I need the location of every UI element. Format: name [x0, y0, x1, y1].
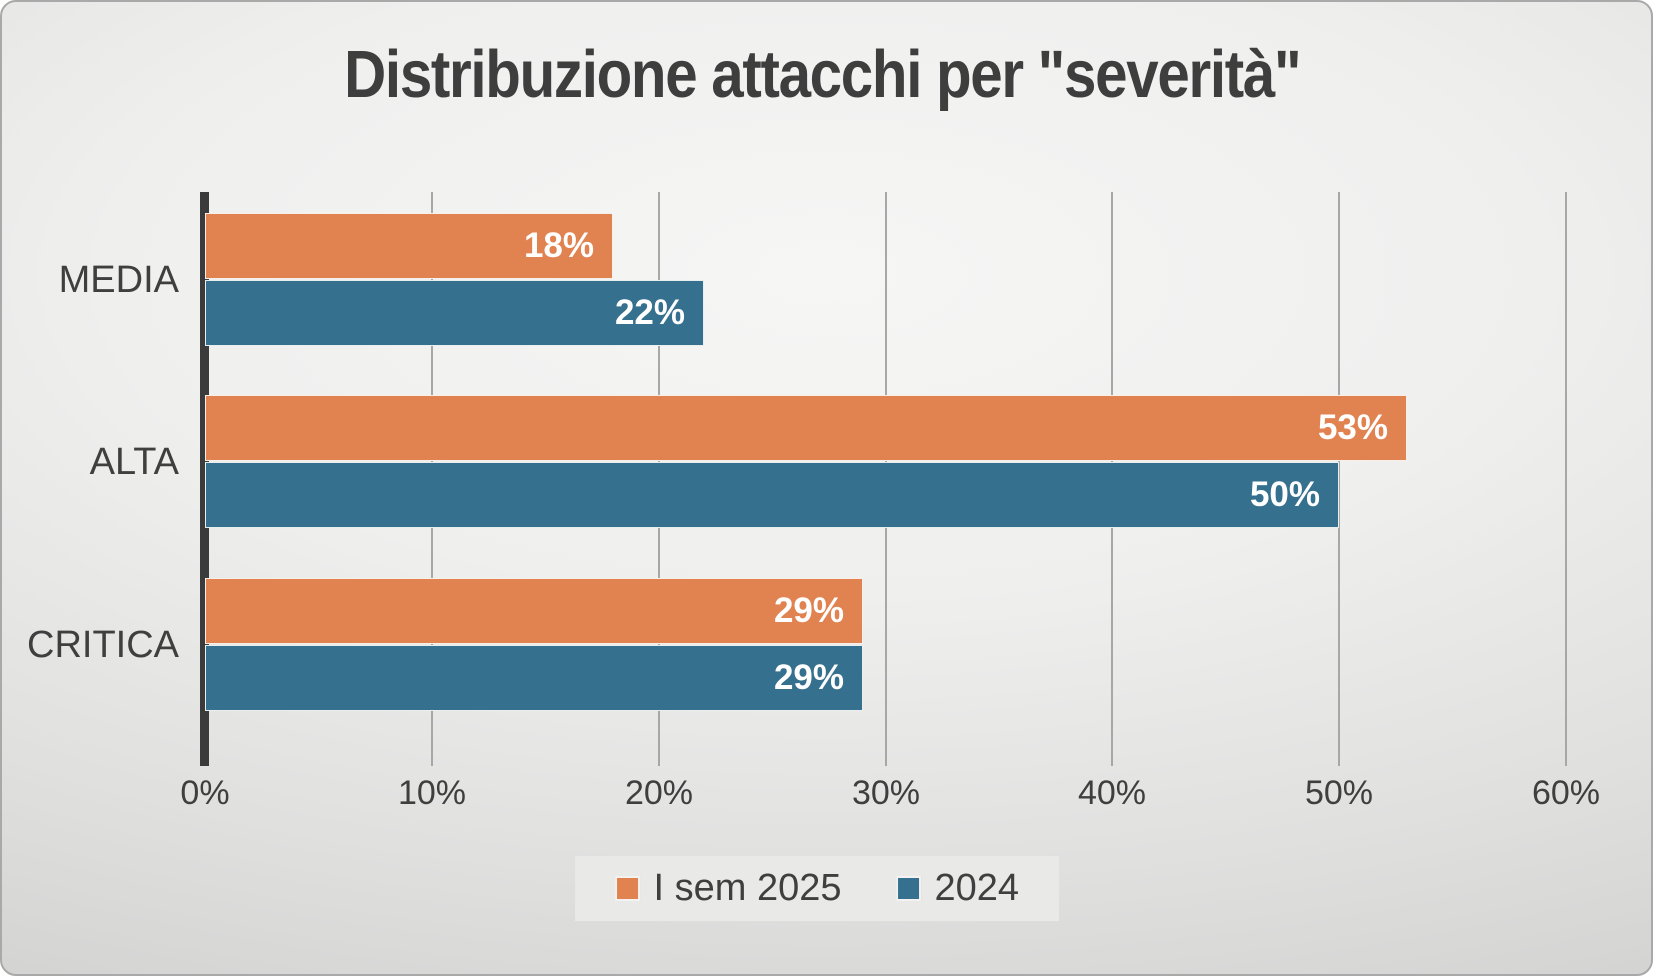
legend-item-sem2025: I sem 2025 [614, 867, 842, 910]
bar-media-2024: 22% [205, 280, 704, 346]
gridline [1338, 192, 1340, 766]
bar-value-label: 22% [614, 293, 685, 332]
x-axis-tick-label: 30% [851, 774, 921, 812]
x-axis-tick-label: 60% [1531, 774, 1601, 812]
category-label: ALTA [89, 441, 179, 484]
bar-value-label: 18% [523, 226, 594, 265]
legend-label: 2024 [934, 867, 1020, 909]
legend-label: I sem 2025 [653, 867, 842, 909]
bar-alta-2024: 50% [205, 462, 1339, 529]
chart-title: Distribuzione attacchi per "severità" [344, 37, 1301, 112]
x-axis-tick-label: 50% [1304, 774, 1374, 812]
legend-marker-sem2025 [614, 876, 640, 901]
x-axis-tick-label: 20% [624, 774, 694, 812]
legend-marker-2024 [895, 876, 921, 901]
x-axis-tick-label: 0% [180, 774, 230, 812]
bar-value-label: 29% [773, 590, 844, 630]
x-axis-tick-label: 40% [1077, 774, 1147, 812]
category-label: CRITICA [27, 623, 179, 666]
category-label: MEDIA [58, 259, 179, 301]
plot-area: 0% 10% 20% 30% 40% 50% 60% MEDIA 18% 22% ALTA 53% 50… [27, 192, 1600, 812]
bar-value-label: 53% [1317, 408, 1388, 448]
bar-critica-2024: 29% [205, 644, 863, 711]
bar-alta-sem2025: 53% [205, 395, 1407, 462]
bar-critica-sem2025: 29% [205, 577, 863, 644]
x-axis-tick-label: 10% [397, 774, 467, 812]
gridline [1565, 192, 1567, 766]
bar-value-label: 29% [773, 657, 844, 697]
legend-item-2024: 2024 [895, 867, 1020, 910]
category-axis-line [200, 192, 209, 766]
bar-value-label: 50% [1249, 475, 1320, 515]
bar-media-sem2025: 18% [205, 213, 613, 279]
legend: I sem 2025 2024 [574, 856, 1060, 921]
